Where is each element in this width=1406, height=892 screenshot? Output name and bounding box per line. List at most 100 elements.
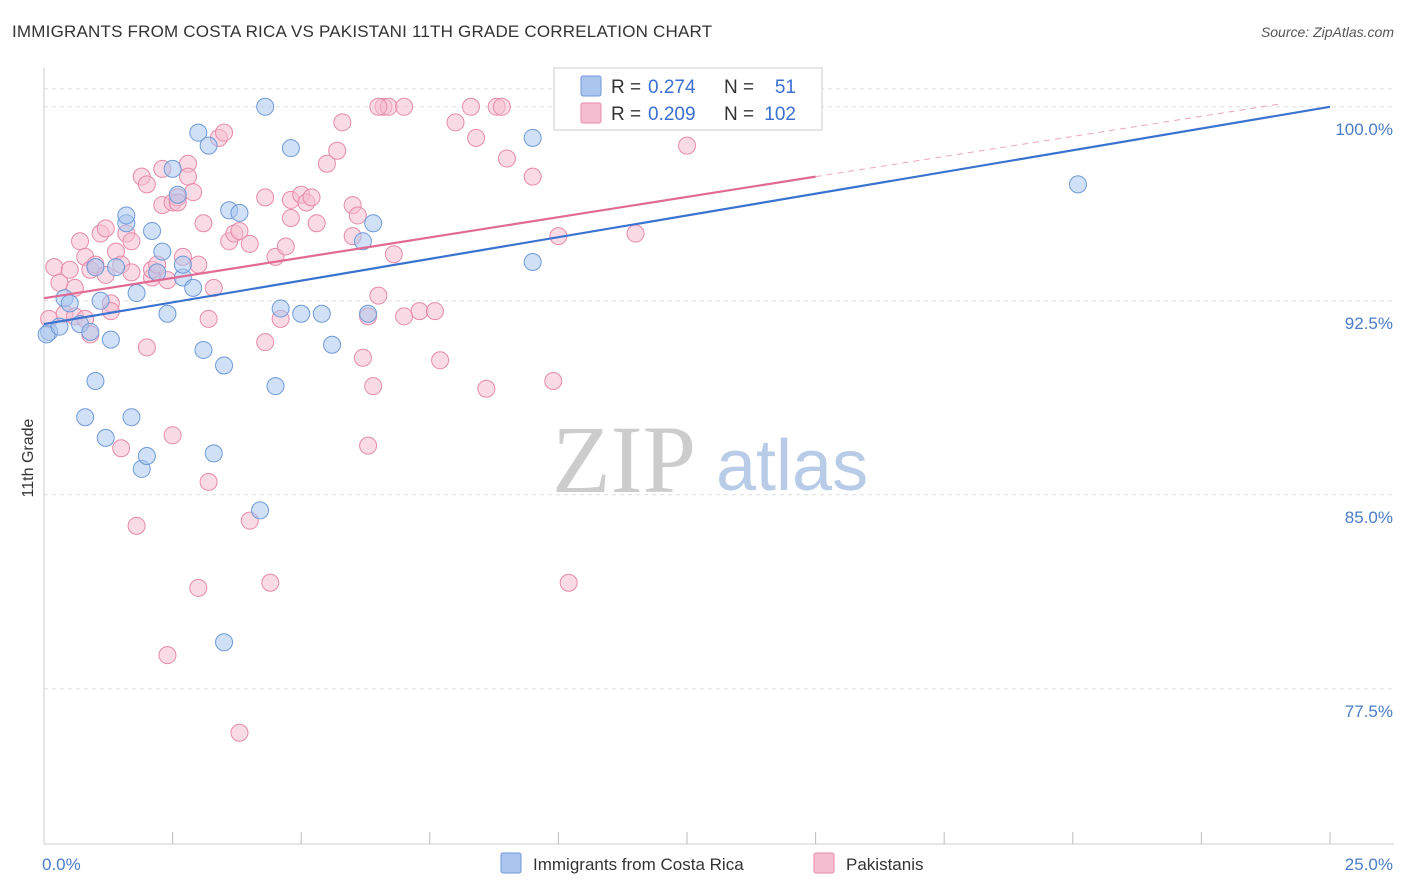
stats-n-value-blue: 51 (775, 77, 796, 98)
pink-point-69 (353, 348, 372, 367)
blue-point-46 (523, 253, 542, 271)
y-axis-title: 11th Grade (20, 418, 37, 497)
pink-point-24 (137, 338, 156, 357)
pink-point-88 (523, 167, 542, 186)
pink-point-76 (384, 245, 403, 264)
blue-point-39 (281, 139, 300, 158)
blue-point-47 (523, 128, 542, 147)
pink-point-79 (425, 302, 444, 321)
pink-point-12 (96, 219, 115, 238)
x-tick-label-25.0%: 25.0% (1345, 855, 1393, 874)
blue-point-8 (91, 291, 110, 310)
pink-point-51 (240, 234, 259, 253)
blue-point-36 (256, 97, 275, 116)
stats-swatch-blue (580, 75, 602, 97)
stats-swatch-pink (580, 102, 602, 124)
x-tick-label-0.0%: 0.0% (42, 855, 81, 874)
pink-point-63 (317, 154, 336, 173)
blue-point-25 (173, 255, 192, 274)
blue-point-5 (81, 322, 100, 341)
blue-point-10 (101, 330, 120, 349)
source-credit: Source: ZipAtlas.com (1260, 24, 1394, 40)
blue-point-23 (168, 185, 187, 204)
blue-point-4 (76, 408, 95, 427)
pink-point-68 (348, 206, 367, 225)
chart-title: IMMIGRANTS FROM COSTA RICA VS PAKISTANI … (12, 22, 713, 41)
pink-point-54 (261, 573, 280, 592)
blue-point-9 (96, 428, 115, 447)
pink-point-89 (544, 371, 563, 390)
stats-r-label-pink: R = (611, 104, 641, 125)
blue-point-48 (1068, 175, 1087, 194)
blue-point-11 (107, 258, 126, 277)
blue-point-20 (153, 242, 172, 261)
pink-point-17 (112, 439, 131, 458)
stats-n-label-blue: N = (724, 77, 754, 98)
pink-point-48 (230, 221, 249, 240)
legend-label-costa-rica: Immigrants from Costa Rica (533, 855, 744, 874)
blue-point-17 (137, 447, 156, 465)
blue-point-22 (163, 159, 182, 178)
bottom-legend: Immigrants from Costa Rica Pakistanis (500, 852, 923, 874)
y-tick-labels: 100.0% 92.5% 85.0% 77.5% (1335, 120, 1393, 721)
y-tick-label-77.5%: 77.5% (1345, 702, 1393, 721)
pink-point-20 (122, 232, 141, 251)
blue-point-18 (143, 221, 162, 240)
pink-point-37 (179, 167, 198, 186)
blue-point-13 (117, 206, 136, 225)
pink-point-82 (461, 97, 480, 116)
pink-point-70 (359, 436, 378, 455)
watermark-atlas: atlas (716, 426, 868, 506)
blue-point-31 (215, 633, 234, 652)
blue-point-2 (60, 294, 79, 313)
blue-point-32 (215, 356, 234, 375)
pink-point-45 (215, 123, 234, 142)
pink-point-39 (189, 255, 208, 274)
blue-point-42 (323, 335, 342, 354)
blue-point-21 (158, 304, 177, 323)
zipatlas-watermark: ZIP atlas (552, 406, 868, 513)
pink-point-40 (189, 578, 208, 597)
pink-point-4 (60, 260, 79, 279)
pink-point-99 (302, 188, 321, 207)
pink-point-87 (497, 149, 516, 168)
blue-point-44 (359, 304, 378, 323)
pink-point-101 (395, 97, 414, 116)
pink-point-33 (163, 426, 182, 445)
stats-r-label-blue: R = (611, 77, 641, 98)
pink-point-72 (364, 377, 383, 396)
blue-point-41 (312, 304, 331, 323)
blue-point-43 (353, 232, 372, 251)
blue-point-35 (251, 501, 270, 520)
costa-rica-points (37, 97, 1087, 652)
blue-trend-line (43, 105, 1331, 326)
stats-r-value-blue: 0.274 (648, 77, 696, 98)
pink-point-41 (194, 214, 213, 233)
trend-lines (43, 103, 1331, 326)
legend-label-pakistanis: Pakistanis (846, 855, 923, 874)
pink-point-31 (158, 646, 177, 665)
blue-point-34 (230, 203, 249, 222)
pink-point-91 (559, 573, 578, 592)
y-tick-label-92.5%: 92.5% (1345, 314, 1393, 333)
blue-point-7 (86, 371, 105, 390)
pink-point-62 (307, 214, 326, 233)
pink-point-84 (477, 379, 496, 398)
pink-point-23 (137, 175, 156, 194)
pink-point-6 (71, 232, 90, 251)
pink-point-78 (410, 302, 429, 321)
stats-r-value-pink: 0.209 (648, 104, 696, 125)
y-tick-label-85.0%: 85.0% (1345, 508, 1393, 527)
pink-point-19 (122, 263, 141, 282)
pink-point-73 (369, 286, 388, 305)
legend-swatch-pakistanis (813, 852, 835, 874)
pink-point-77 (395, 307, 414, 326)
pink-point-58 (281, 209, 300, 228)
pink-point-65 (333, 113, 352, 132)
pink-point-57 (276, 237, 295, 256)
blue-point-19 (148, 263, 167, 282)
pink-point-80 (431, 351, 450, 370)
blue-point-28 (194, 340, 213, 359)
pink-point-1 (45, 258, 64, 277)
